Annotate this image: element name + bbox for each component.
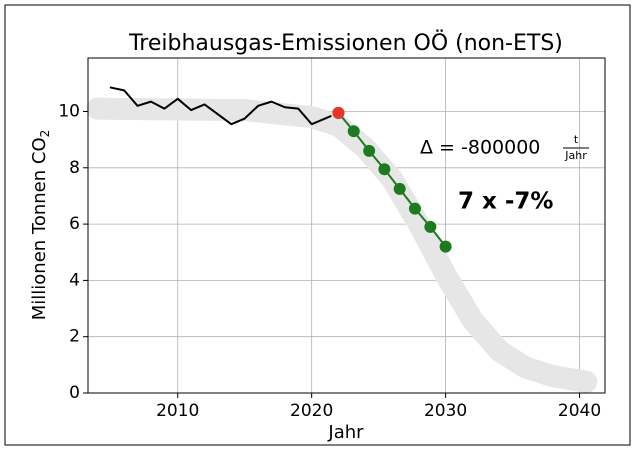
marker — [347, 125, 360, 138]
annotation-numerator: t — [574, 133, 579, 146]
y-tick-label: 2 — [69, 327, 80, 347]
line — [109, 86, 327, 126]
chart-title: Treibhausgas-Emissionen OÖ (non-ETS) — [128, 30, 563, 56]
marker — [439, 240, 452, 253]
y-axis-label: Millionen Tonnen CO2 — [29, 130, 52, 321]
y-axis-label-text: Millionen Tonnen CO — [29, 137, 50, 320]
y-tick-label: 4 — [69, 270, 80, 290]
x-tick-label: 2010 — [156, 401, 199, 421]
y-tick-label: 10 — [58, 101, 80, 121]
x-tick-label: 2040 — [558, 401, 601, 421]
marker — [424, 220, 437, 233]
marker — [363, 144, 376, 157]
marker — [378, 163, 391, 176]
annotation-denominator: Jahr — [564, 149, 587, 162]
marker — [408, 202, 421, 215]
annotation: 7 x -7% — [458, 189, 553, 215]
y-tick-label: 0 — [69, 383, 80, 403]
marker — [332, 106, 345, 119]
y-axis-label-sub: 2 — [38, 130, 52, 138]
plot-border — [87, 57, 606, 394]
x-tick-label: 2020 — [290, 401, 333, 421]
plot-area — [86, 58, 605, 394]
band — [86, 97, 598, 393]
y-tick-label: 6 — [69, 214, 80, 234]
x-axis-label: Jahr — [327, 422, 364, 443]
marker — [393, 182, 406, 195]
y-tick-label: 8 — [69, 158, 80, 178]
x-tick-label: 2030 — [424, 401, 467, 421]
annotation: Δ = -800000 — [420, 137, 540, 159]
